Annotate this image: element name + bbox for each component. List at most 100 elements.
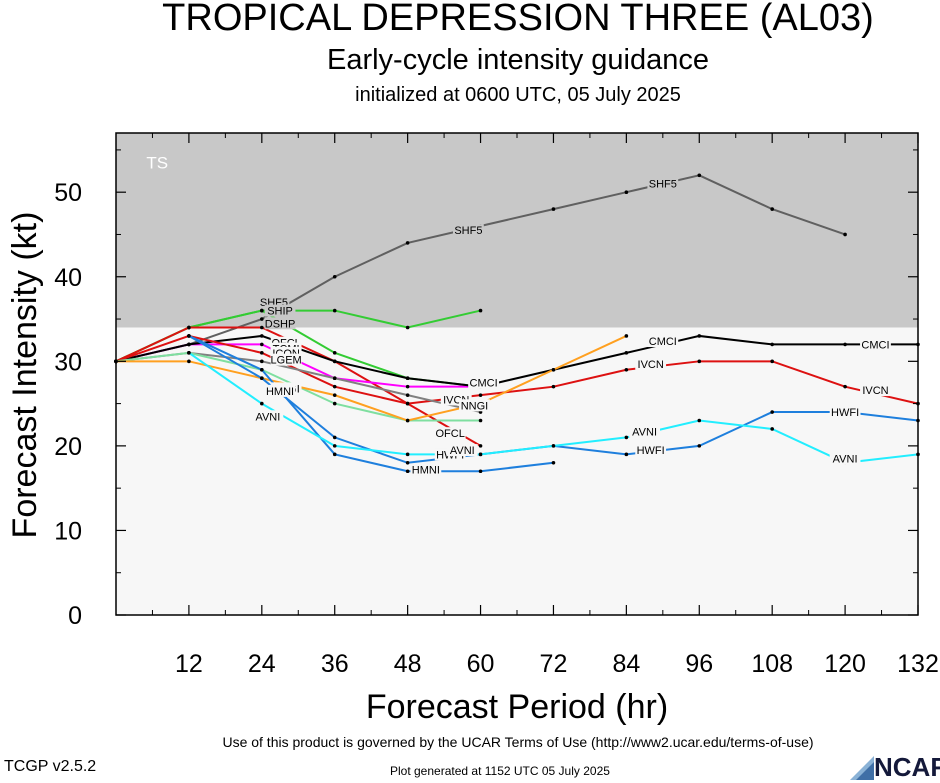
data-point-cmci xyxy=(260,334,264,338)
series-label-bg xyxy=(410,463,442,476)
data-point-nnic xyxy=(405,418,410,423)
series-line-ivcn xyxy=(115,334,919,405)
data-point-hwfi xyxy=(697,444,702,448)
series-label-bg xyxy=(860,384,891,397)
data-point-lgem xyxy=(478,418,483,423)
data-point-ofcl xyxy=(478,444,483,448)
y-tick-label: 30 xyxy=(54,348,82,376)
terms-of-use: Use of this product is governed by the U… xyxy=(222,734,814,750)
series-label-bg xyxy=(264,304,296,317)
data-point-shf5 xyxy=(551,207,556,211)
series-label-hwfi: HWFI xyxy=(831,407,859,419)
data-point-tcmi xyxy=(405,384,410,389)
chart-subtitle: Early-cycle intensity guidance xyxy=(326,44,709,76)
data-point-ivcn xyxy=(405,401,410,406)
data-point-icon xyxy=(332,376,337,381)
series-line-hmni xyxy=(188,335,554,473)
series-label-bg xyxy=(635,357,667,370)
x-tick-label: 132 xyxy=(897,650,939,678)
data-point-shf5 xyxy=(405,241,410,245)
data-point-hwfi xyxy=(624,452,629,457)
series-label-bg xyxy=(252,410,284,423)
series-label-bg xyxy=(264,384,296,397)
x-tick-label: 108 xyxy=(751,650,793,678)
data-point-avni xyxy=(551,444,556,448)
data-point-ofcl xyxy=(260,325,264,330)
data-point-lgem xyxy=(332,401,337,406)
data-point-ofcl xyxy=(187,325,191,330)
data-point-avni xyxy=(770,427,774,431)
y-tick-label: 0 xyxy=(68,602,82,630)
data-point-hmni xyxy=(551,460,556,465)
y-axis-title: Forecast Intensity (kt) xyxy=(6,212,44,539)
data-point-ivcn xyxy=(260,351,264,355)
initialization-time: initialized at 0600 UTC, 05 July 2025 xyxy=(355,84,681,106)
x-tick-label: 72 xyxy=(540,650,568,678)
data-point-shf5 xyxy=(332,274,337,279)
series-label-bg xyxy=(860,338,891,351)
series-line-nnic xyxy=(116,335,627,422)
data-point-ivcn xyxy=(478,393,483,397)
data-point-ivcn xyxy=(843,384,847,389)
series-label-bg xyxy=(829,452,861,465)
data-point-ship xyxy=(405,325,410,330)
series-label-bg xyxy=(468,376,499,389)
x-tick-label: 24 xyxy=(248,650,276,678)
data-point-nnic xyxy=(332,393,337,397)
series-label-ivcn: IVCN xyxy=(862,385,888,397)
axes: 12 24 36 48 60 72 84 96 108 120 132 0 10 20 30 40 50 xyxy=(54,132,939,678)
data-point-shf5 xyxy=(697,173,702,178)
data-point-shf5 xyxy=(770,207,774,211)
series-label-bg xyxy=(647,177,679,190)
band-0 xyxy=(116,133,918,328)
series-label-avni: AVNI xyxy=(255,411,280,423)
series-label-cmci: CMCI xyxy=(861,339,889,351)
data-point-cmci xyxy=(405,376,410,381)
x-tick-label: 120 xyxy=(824,650,866,678)
data-point-ivcn xyxy=(624,367,629,372)
data-point-hwfi xyxy=(187,334,191,338)
data-point-cmci xyxy=(697,334,702,338)
data-point-cmci xyxy=(624,351,629,355)
ncar-logo-text: NCAR xyxy=(874,752,940,782)
series-label-bg xyxy=(647,335,679,348)
data-point-ivcn xyxy=(770,359,774,364)
data-point-avni xyxy=(405,452,410,457)
x-axis-title: Forecast Period (hr) xyxy=(366,688,668,726)
series-labels: SHF5SHF5SHF5SHIPDSHPOFCLOFCLTCMICMCICMCI… xyxy=(252,177,891,477)
x-tick-label: 84 xyxy=(612,650,640,678)
ncar-logo-mark-icon xyxy=(850,756,874,780)
data-point-avni xyxy=(260,401,264,406)
data-point-dshp xyxy=(332,351,337,355)
data-point-ivcn xyxy=(697,359,702,364)
data-point-cmci xyxy=(843,342,847,347)
data-point-avni xyxy=(624,435,629,440)
data-point-cmci xyxy=(770,342,774,347)
data-point-avni xyxy=(332,444,337,448)
data-point-nnic xyxy=(624,334,629,338)
series-label-cmci: CMCI xyxy=(470,377,498,389)
data-point-hmni xyxy=(260,367,264,372)
series-label-ivcn: IVCN xyxy=(638,359,664,371)
series-label-ofcl: OFCL xyxy=(435,428,464,440)
data-point-nnic xyxy=(551,367,556,372)
y-tick-label: 40 xyxy=(54,264,82,292)
generated-time: Plot generated at 1152 UTC 05 July 2025 xyxy=(390,764,610,778)
series-label-bg xyxy=(459,399,490,412)
band-label: TS xyxy=(146,154,168,173)
data-point-icon xyxy=(260,359,264,364)
data-point-hmni xyxy=(478,469,483,474)
series-label-bg xyxy=(635,444,667,457)
series-label-avni: AVNI xyxy=(632,427,657,439)
series-label-hmni: HMNI xyxy=(266,386,294,398)
x-tick-label: 12 xyxy=(175,650,203,678)
series-label-bg xyxy=(264,317,296,330)
series-line-cmci xyxy=(115,334,918,388)
data-point-ivcn xyxy=(551,384,556,389)
data-point-shf5 xyxy=(260,317,264,321)
chart-title: TROPICAL DEPRESSION THREE (AL03) xyxy=(162,0,874,39)
data-point-hwfi xyxy=(260,376,264,381)
data-point-ship xyxy=(332,308,337,313)
data-point-ship xyxy=(478,308,483,313)
